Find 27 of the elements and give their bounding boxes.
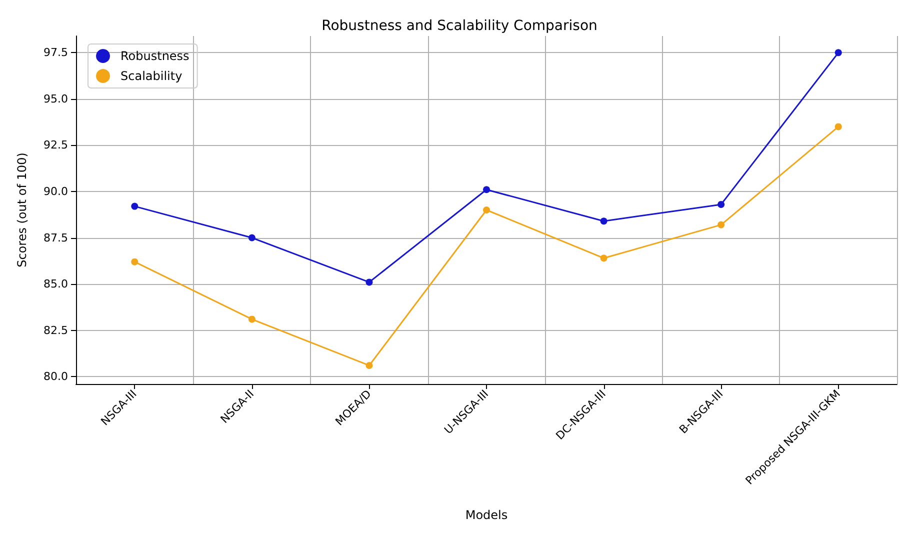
point	[248, 234, 256, 242]
legend-label: Scalability	[120, 69, 182, 83]
point	[131, 258, 138, 266]
point	[718, 221, 725, 228]
point	[600, 218, 608, 225]
y-axis-title: Scores (out of 100)	[15, 152, 29, 268]
chart-title: Robustness and Scalability Comparison	[322, 18, 598, 34]
point	[131, 202, 138, 210]
y-tick-label: 87.5	[44, 231, 68, 244]
x-axis-title: Models	[465, 508, 508, 522]
y-tick-label: 85.0	[44, 278, 68, 291]
y-tick-label: 92.5	[44, 138, 68, 152]
y-tick-label: 97.5	[44, 46, 68, 60]
point	[248, 316, 256, 323]
y-tick-label: 90.0	[44, 184, 68, 198]
point	[834, 49, 842, 56]
y-tick-label: 95.0	[44, 92, 68, 106]
point	[600, 254, 608, 262]
point	[718, 200, 725, 208]
point	[366, 278, 373, 286]
legend-label: Robustness	[120, 49, 190, 63]
point	[483, 186, 490, 194]
y-tick-label: 80.0	[44, 370, 68, 384]
y-tick-label: 82.5	[44, 324, 68, 337]
point	[366, 362, 373, 369]
point	[834, 123, 842, 130]
point	[483, 206, 490, 214]
